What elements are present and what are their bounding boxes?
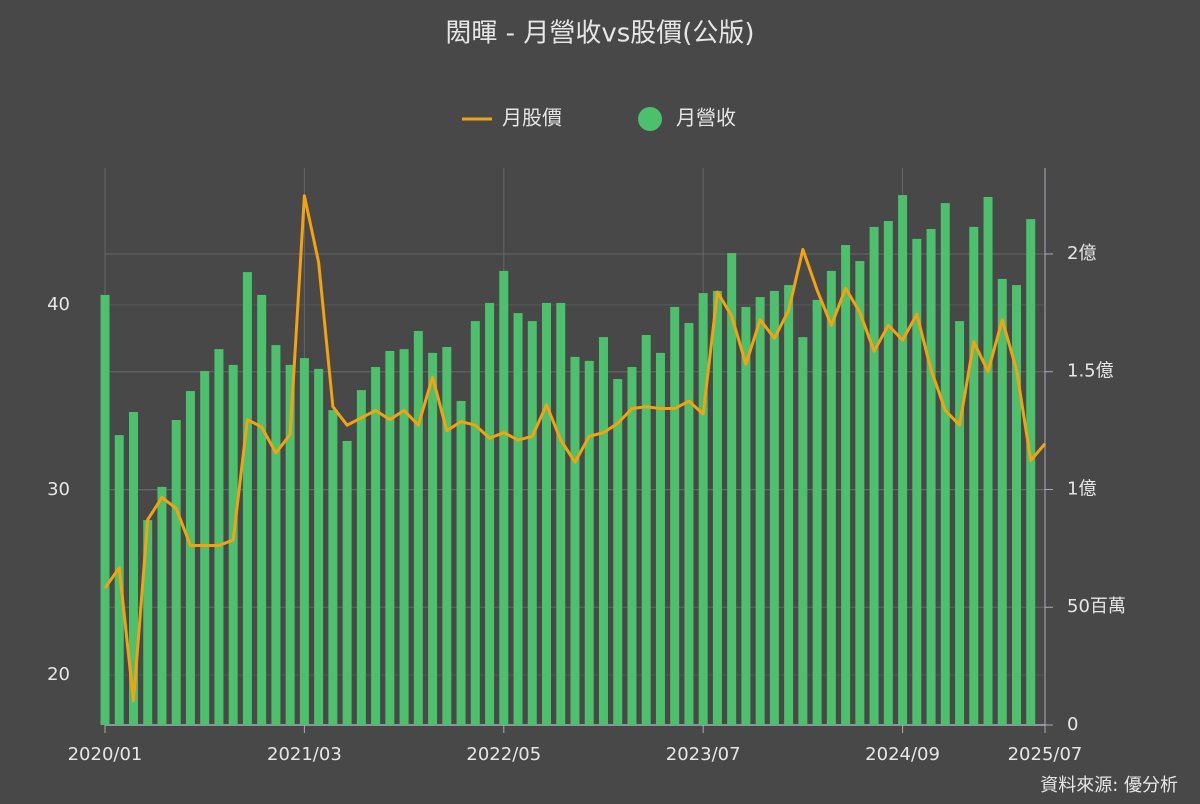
bar xyxy=(157,486,167,725)
bar xyxy=(399,349,409,725)
bar xyxy=(698,293,708,725)
source-note: 資料來源: 優分析 xyxy=(1040,775,1178,796)
bar xyxy=(598,337,608,725)
bar xyxy=(342,440,352,725)
bar xyxy=(670,306,680,725)
bar xyxy=(1026,219,1036,725)
bar xyxy=(955,321,965,725)
bar xyxy=(556,302,566,725)
bar xyxy=(456,400,466,725)
bar xyxy=(371,367,381,725)
bar xyxy=(883,220,893,725)
bar xyxy=(712,290,722,725)
bar xyxy=(128,411,138,725)
bar xyxy=(812,299,822,725)
legend-label: 月股價 xyxy=(502,106,562,130)
chart-title: 閎暉 - 月營收vs股價(公版) xyxy=(445,19,754,49)
bar xyxy=(257,294,267,725)
bar xyxy=(684,322,694,725)
x-tick-label: 2024/09 xyxy=(865,744,940,765)
legend-swatch xyxy=(638,107,662,131)
bar xyxy=(328,410,338,725)
bar xyxy=(513,313,523,725)
bar xyxy=(997,278,1007,725)
bar xyxy=(499,270,509,725)
bar xyxy=(285,364,295,725)
bar xyxy=(470,321,480,725)
bar xyxy=(542,302,552,725)
bar xyxy=(940,203,950,726)
bar xyxy=(214,349,224,725)
x-tick-label: 2021/03 xyxy=(267,744,342,765)
bar xyxy=(627,367,637,725)
bar xyxy=(741,306,751,725)
bar xyxy=(727,253,737,726)
y2-tick-label: 2億 xyxy=(1067,243,1096,264)
bar xyxy=(912,238,922,725)
bar xyxy=(1012,285,1022,725)
bar xyxy=(784,285,794,725)
bar xyxy=(314,368,324,725)
bar xyxy=(485,302,495,725)
y-tick-label: 30 xyxy=(47,479,70,500)
y2-tick-label: 50百萬 xyxy=(1067,596,1126,617)
bar xyxy=(385,350,395,725)
bar xyxy=(655,352,665,725)
bar xyxy=(185,391,195,725)
bar xyxy=(898,195,908,725)
bar xyxy=(983,196,993,726)
bar xyxy=(826,270,836,725)
y-tick-label: 40 xyxy=(47,294,70,315)
bar xyxy=(798,337,808,725)
bar xyxy=(242,272,252,725)
bar xyxy=(171,420,181,725)
x-tick-label: 2025/07 xyxy=(1008,744,1083,765)
bar xyxy=(271,345,281,725)
x-tick-label: 2023/07 xyxy=(666,744,741,765)
bar xyxy=(769,290,779,725)
bar xyxy=(442,346,452,725)
bar xyxy=(869,226,879,725)
bar xyxy=(299,358,309,725)
bar xyxy=(428,352,438,725)
y2-tick-label: 0 xyxy=(1067,714,1078,735)
x-tick-label: 2022/05 xyxy=(466,744,541,765)
price-line xyxy=(103,194,1047,703)
bar xyxy=(570,356,580,725)
y2-tick-label: 1億 xyxy=(1067,478,1096,499)
bar xyxy=(356,390,366,725)
bar xyxy=(200,371,210,725)
bar xyxy=(613,379,623,725)
bar xyxy=(641,334,651,725)
bar xyxy=(855,261,865,725)
bar xyxy=(755,297,765,725)
x-tick-label: 2020/01 xyxy=(68,744,143,765)
bar xyxy=(926,228,936,726)
bar xyxy=(527,321,537,725)
y2-tick-label: 1.5億 xyxy=(1067,361,1114,382)
bar xyxy=(143,520,153,725)
legend-label: 月營收 xyxy=(676,106,736,130)
bar xyxy=(413,330,423,725)
bar xyxy=(969,226,979,725)
bar xyxy=(841,245,851,725)
y-tick-label: 20 xyxy=(47,664,70,685)
bar xyxy=(228,364,238,725)
bar xyxy=(584,360,594,725)
bar xyxy=(100,294,110,725)
